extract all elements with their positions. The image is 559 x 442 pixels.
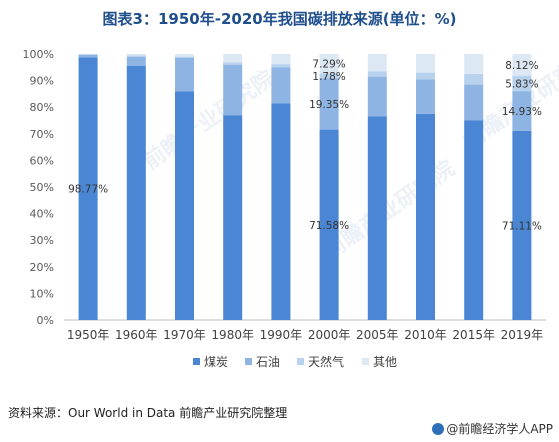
x-tick-label: 2015年	[452, 328, 495, 342]
y-tick-label: 0%	[37, 314, 54, 327]
legend-swatch	[193, 358, 200, 365]
bar-segment	[175, 91, 194, 321]
bar-segment	[464, 120, 484, 320]
bar-segment	[271, 54, 291, 65]
bar-segment	[512, 130, 532, 320]
bar-segment	[367, 54, 387, 72]
svg-text:前瞻产业研究院: 前瞻产业研究院	[319, 155, 460, 265]
bar-segment	[126, 56, 146, 66]
y-tick-label: 10%	[30, 287, 54, 300]
x-tick-label: 2005年	[356, 328, 399, 342]
y-tick-label: 20%	[30, 261, 54, 274]
source-note: 资料来源：Our World in Data 前瞻产业研究院整理	[8, 406, 288, 420]
bar-segment	[416, 113, 435, 320]
data-label: 98.77%	[68, 184, 108, 196]
x-tick-label: 1960年	[115, 328, 158, 342]
bar-segment	[271, 67, 291, 104]
y-tick-label: 90%	[30, 75, 54, 88]
x-tick-label: 2019年	[501, 328, 544, 342]
data-label: 14.93%	[502, 106, 542, 118]
bar-segment	[126, 65, 146, 320]
logo-text: @前瞻经济学人APP	[446, 422, 553, 436]
axes: 0% 10% 20% 30% 40% 50% 60% 70% 80% 90% 100% 1950年 19…	[23, 48, 546, 342]
legend-label: 煤炭	[204, 355, 228, 369]
legend-label: 其他	[373, 355, 397, 369]
watermark-layer: 前瞻产业研究院 前瞻产业研究院 前瞻产业研究院	[139, 45, 559, 265]
x-tick-label: 1980年	[211, 328, 254, 342]
bar-segment	[319, 78, 339, 130]
data-label: 71.11%	[502, 220, 542, 232]
bar-segment	[223, 54, 243, 63]
bars-layer	[78, 54, 532, 321]
bar-segment	[126, 55, 146, 57]
bar-segment	[271, 103, 291, 321]
bar-segment	[416, 72, 435, 80]
bar-segment	[464, 84, 484, 121]
bar-segment	[223, 115, 243, 321]
bar-segment	[175, 54, 194, 57]
bar-segment	[367, 76, 387, 117]
bar-segment	[512, 75, 532, 92]
bar-segment	[78, 57, 98, 321]
x-tick-label: 1990年	[260, 328, 303, 342]
x-tick-label: 1970年	[163, 328, 206, 342]
bar-segment	[126, 54, 146, 56]
bar-segment	[319, 73, 339, 79]
data-label: 71.58%	[309, 220, 349, 232]
x-tick-label: 2000年	[308, 328, 351, 342]
legend: 煤炭 石油 天然气 其他	[193, 354, 397, 369]
legend-swatch	[297, 358, 304, 365]
y-tick-label: 50%	[30, 181, 54, 194]
data-label: 19.35%	[309, 99, 349, 111]
data-label: 1.78%	[312, 71, 345, 83]
y-tick-label: 80%	[30, 101, 54, 114]
x-tick-label: 2010年	[404, 328, 447, 342]
x-tick-label: 1950年	[67, 328, 110, 342]
y-tick-label: 100%	[23, 48, 54, 61]
bar-segment	[78, 54, 98, 58]
bar-segment	[319, 129, 339, 320]
y-tick-label: 70%	[30, 128, 54, 141]
bar-segment	[223, 62, 243, 65]
bar-segment	[512, 91, 532, 131]
bar-segment	[223, 64, 243, 116]
bar-segment	[175, 56, 194, 58]
bar-segment	[319, 54, 339, 74]
data-label: 8.12%	[505, 60, 538, 72]
bar-segment	[367, 71, 387, 77]
legend-swatch	[362, 358, 369, 365]
bar-segment	[416, 79, 435, 114]
y-tick-label: 60%	[30, 154, 54, 167]
legend-label: 天然气	[308, 354, 344, 369]
legend-label: 石油	[256, 355, 280, 369]
bar-segment	[367, 116, 387, 320]
chart-title: 图表3：1950年-2020年我国碳排放来源(单位：%)	[102, 10, 457, 28]
legend-swatch	[245, 358, 252, 365]
data-label: 7.29%	[312, 59, 345, 71]
logo-icon	[432, 423, 445, 435]
bar-segment	[464, 73, 484, 85]
svg-text:前瞻产业研究院: 前瞻产业研究院	[139, 65, 280, 175]
bar-segment	[175, 57, 194, 92]
bar-segment	[512, 54, 532, 76]
y-tick-label: 40%	[30, 208, 54, 221]
bar-segment	[464, 54, 484, 74]
publisher-logo: @前瞻经济学人APP	[432, 420, 553, 437]
y-tick-label: 30%	[30, 234, 54, 247]
data-label: 5.83%	[505, 78, 538, 90]
data-labels-layer: 98.77% 71.58% 19.35% 1.78%7.29% 71.11% 14.93%…	[68, 59, 542, 233]
bar-segment	[416, 54, 435, 73]
bar-segment	[271, 64, 291, 68]
